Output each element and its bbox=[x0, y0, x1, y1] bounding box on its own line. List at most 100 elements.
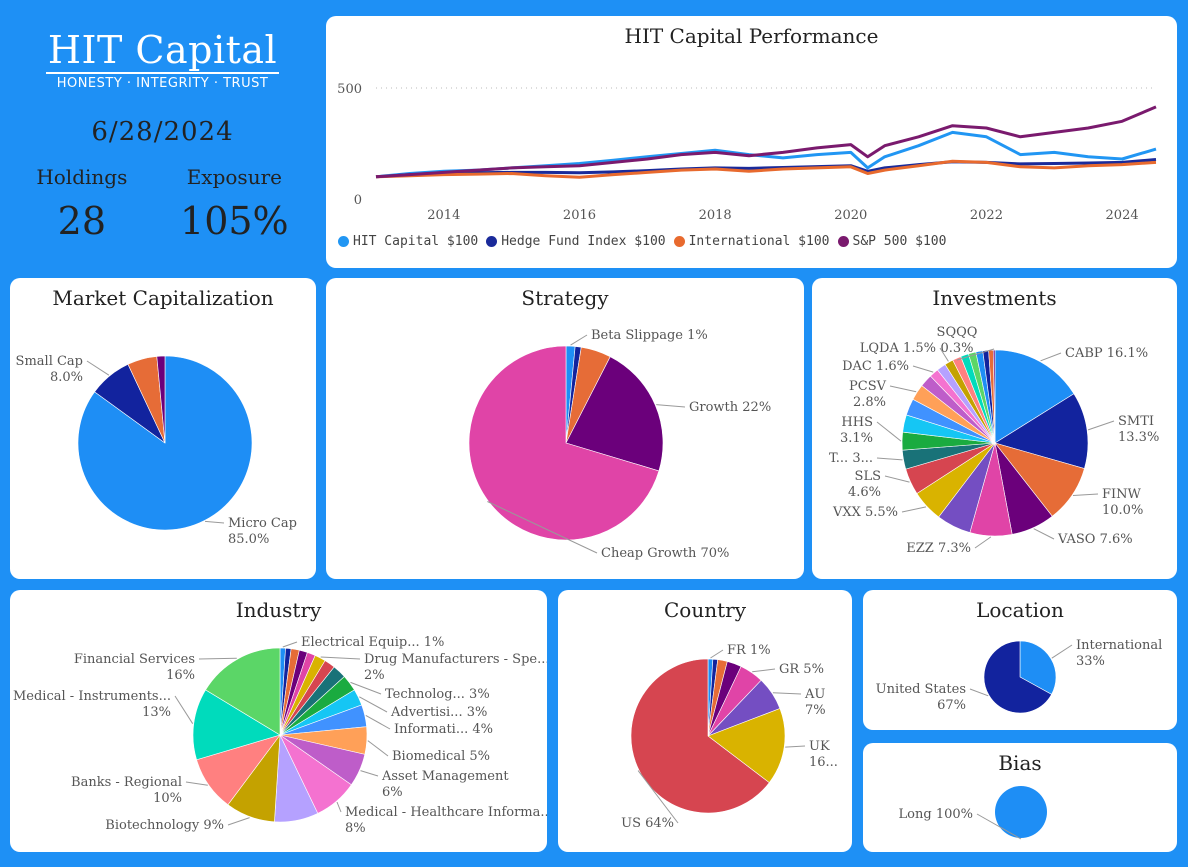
pie-slice[interactable] bbox=[565, 356, 664, 472]
pie-leader-line bbox=[752, 668, 776, 673]
pie-slice[interactable] bbox=[994, 393, 1089, 469]
brand-logo: HIT Capital bbox=[45, 28, 280, 74]
y-tick-label: 500 bbox=[337, 82, 362, 97]
pie-leader-line bbox=[174, 695, 194, 724]
pie-leader-line bbox=[956, 348, 995, 361]
pie-slice-name: HHS bbox=[841, 415, 873, 430]
pie-slice-name: FINW bbox=[1102, 487, 1142, 502]
pie-leader-line bbox=[1087, 420, 1115, 431]
pie-slice-label: Financial Services 16% bbox=[74, 652, 195, 683]
pie-slice[interactable] bbox=[1019, 640, 1057, 695]
performance-card: HIT Capital Performance 0 500 2014 2016 2018… bbox=[326, 16, 1177, 268]
pie-slice-label: UK 16... bbox=[809, 739, 838, 770]
pie-slice-label: DAC 1.6% bbox=[842, 359, 909, 374]
pie-slice[interactable] bbox=[707, 708, 786, 784]
pie-slice-label: Informati... 4% bbox=[394, 722, 493, 737]
pie-slice-percent: 13.3% bbox=[1118, 430, 1159, 445]
pie-slice-name: Asset Management bbox=[381, 769, 509, 784]
pie-slice-label: VASO 7.6% bbox=[1057, 532, 1133, 547]
bias-card: Bias Long 100% bbox=[863, 743, 1177, 852]
industry-pie: Electrical Equip... 1% Drug Manufacturers… bbox=[13, 635, 547, 836]
performance-title: HIT Capital Performance bbox=[624, 24, 879, 48]
pie-leader-line bbox=[656, 404, 686, 408]
market-cap-card: Market Capitalization Micro Cap 85.0% Smal… bbox=[10, 278, 316, 579]
pie-slice-percent: 67% bbox=[937, 698, 966, 713]
location-pie: International 33% United States 67% bbox=[876, 638, 1162, 714]
kpi-exposure-label: Exposure bbox=[186, 165, 282, 189]
pie-slice-name: United States bbox=[876, 682, 966, 697]
pie-leader-line bbox=[876, 421, 902, 442]
pie-slice-label: Technolog... 3% bbox=[385, 687, 490, 702]
pie-slice-label: FR 1% bbox=[727, 643, 771, 658]
pie-slice[interactable] bbox=[192, 689, 281, 761]
series-line-2 bbox=[375, 159, 1157, 179]
x-tick-label: 2018 bbox=[699, 208, 732, 223]
pie-slice-name: Banks - Regional bbox=[71, 775, 182, 790]
pie-leader-line bbox=[974, 536, 992, 549]
pie-slice[interactable] bbox=[156, 355, 166, 444]
pie-slice-name: International bbox=[1076, 638, 1162, 653]
pie-slice-label: US 64% bbox=[621, 816, 674, 831]
pie-leader-line bbox=[912, 365, 934, 373]
pie-slice[interactable] bbox=[983, 640, 1052, 714]
legend-dot-icon bbox=[837, 236, 849, 247]
pie-slice-label: Long 100% bbox=[899, 807, 973, 822]
pie-leader-line bbox=[785, 745, 806, 748]
pie-slice-label: Medical - Instruments... 13% bbox=[13, 689, 171, 720]
pie-slice-label: HHS 3.1% bbox=[840, 415, 873, 446]
pie-slice-label: Growth 22% bbox=[689, 400, 771, 415]
series-line-3 bbox=[375, 105, 1157, 179]
kpi-holdings-label: Holdings bbox=[36, 165, 128, 189]
strategy-pie: Beta Slippage 1% Growth 22% Cheap Growth 7… bbox=[468, 328, 771, 561]
brand-tagline: HONESTY · INTEGRITY · TRUST bbox=[56, 76, 269, 91]
pie-leader-line bbox=[1072, 493, 1099, 496]
pie-slice-name: PCSV bbox=[849, 379, 887, 394]
market-cap-title: Market Capitalization bbox=[52, 286, 274, 310]
pie-slice-percent: 3.1% bbox=[840, 431, 873, 446]
pie-leader-line bbox=[637, 770, 679, 824]
pie-slice-label: FINW 10.0% bbox=[1102, 487, 1143, 518]
pie-leader-line bbox=[1040, 352, 1062, 362]
pie-slice-name: SMTI bbox=[1118, 414, 1154, 429]
pie-slice-label: SLS 4.6% bbox=[848, 469, 881, 500]
investments-pie: CABP 16.1% SMTI 13.3% FINW 10.0% VASO 7.6% EZZ… bbox=[829, 325, 1159, 556]
pie-slice[interactable] bbox=[630, 658, 770, 814]
pie-slice-percent: 16% bbox=[166, 668, 195, 683]
kpi-exposure: Exposure 105% bbox=[180, 165, 289, 243]
legend-item: International $100 bbox=[673, 234, 830, 249]
pie-slice[interactable] bbox=[995, 786, 1047, 838]
pie-leader-line bbox=[359, 696, 388, 713]
pie-slice[interactable] bbox=[205, 647, 281, 736]
pie-slice-label: CABP 16.1% bbox=[1065, 346, 1148, 361]
pie-slice-percent: 10.0% bbox=[1102, 503, 1143, 518]
pie-leader-line bbox=[227, 817, 250, 826]
market-cap-pie: Micro Cap 85.0% Small Cap 8.0% bbox=[16, 354, 297, 547]
pie-leader-line bbox=[1051, 644, 1073, 659]
industry-title: Industry bbox=[235, 598, 322, 622]
pie-slice-label: Advertisi... 3% bbox=[390, 705, 487, 720]
x-tick-label: 2014 bbox=[427, 208, 460, 223]
pie-leader-line bbox=[282, 641, 298, 648]
pie-slice-label: Micro Cap 85.0% bbox=[228, 516, 297, 547]
pie-slice[interactable] bbox=[77, 355, 253, 531]
kpi-row: Holdings 28 Exposure 105% bbox=[10, 165, 315, 243]
pie-slice-percent: 4.6% bbox=[848, 485, 881, 500]
pie-slice-percent: 8.0% bbox=[50, 370, 83, 385]
bias-title: Bias bbox=[998, 751, 1042, 775]
pie-slice[interactable] bbox=[992, 349, 996, 444]
location-title: Location bbox=[976, 598, 1064, 622]
pie-leader-line bbox=[939, 347, 949, 362]
legend-dot-icon bbox=[338, 236, 349, 247]
pie-slice-percent: 0.3% bbox=[940, 341, 973, 356]
pie-slice-name: Drug Manufacturers - Spe... bbox=[364, 652, 547, 667]
pie-slice-name: SLS bbox=[855, 469, 881, 484]
pie-slice-percent: 7% bbox=[805, 703, 826, 718]
pie-slice-percent: 16... bbox=[809, 755, 838, 770]
pie-slice[interactable] bbox=[468, 345, 660, 541]
pie-slice-name: Financial Services bbox=[74, 652, 195, 667]
pie-leader-line bbox=[185, 781, 208, 786]
investments-card: Investments CABP 16.1% SMTI 13.3% FINW 10.0%… bbox=[812, 278, 1177, 579]
pie-slice-label: PCSV 2.8% bbox=[849, 379, 887, 410]
pie-leader-line bbox=[976, 813, 1022, 840]
pie-slice[interactable] bbox=[994, 349, 1075, 444]
